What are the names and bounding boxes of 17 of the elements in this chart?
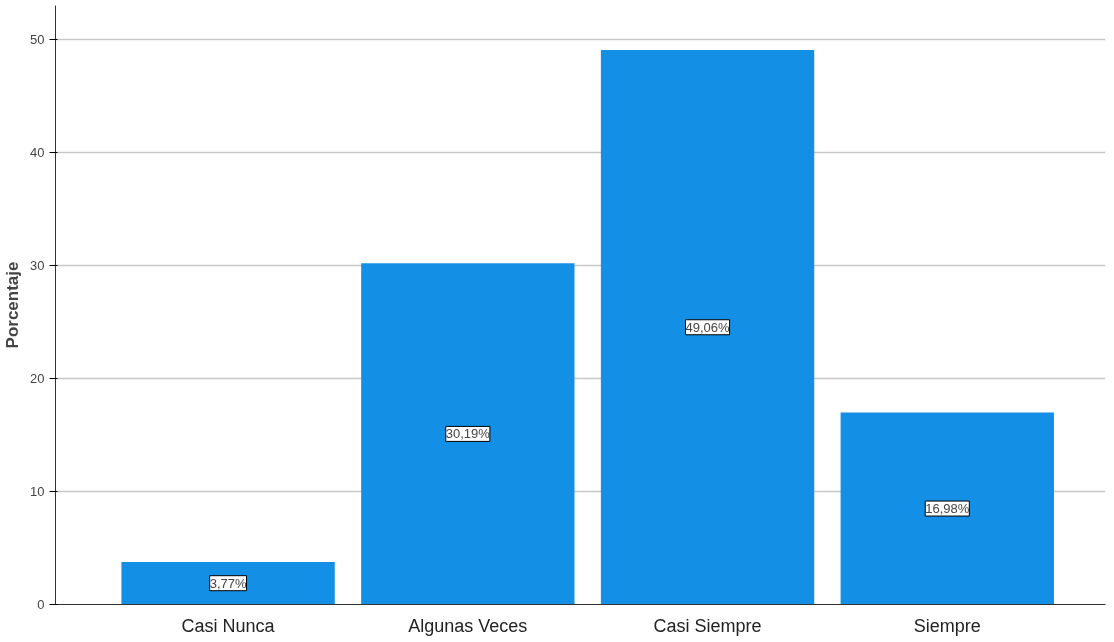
x-tick-label: Casi Nunca xyxy=(181,615,276,636)
y-tick-label: 30 xyxy=(30,257,45,273)
y-tick-label: 10 xyxy=(30,483,45,499)
x-tick-label: Siempre xyxy=(913,615,981,636)
data-label: 16,98% xyxy=(925,501,970,517)
y-axis-title: Porcentaje xyxy=(3,261,23,349)
y-tick-label: 20 xyxy=(30,370,45,386)
x-tick-label: Casi Siempre xyxy=(653,615,762,636)
data-label: 3,77% xyxy=(209,575,247,591)
bar xyxy=(840,412,1054,605)
y-tick-label: 40 xyxy=(30,144,45,160)
y-tick-label: 50 xyxy=(30,31,45,47)
x-tick-label: Algunas Veces xyxy=(408,615,528,636)
bar xyxy=(361,263,575,605)
bar xyxy=(121,561,335,605)
y-tick-label: 0 xyxy=(37,597,45,612)
bar xyxy=(600,50,815,605)
